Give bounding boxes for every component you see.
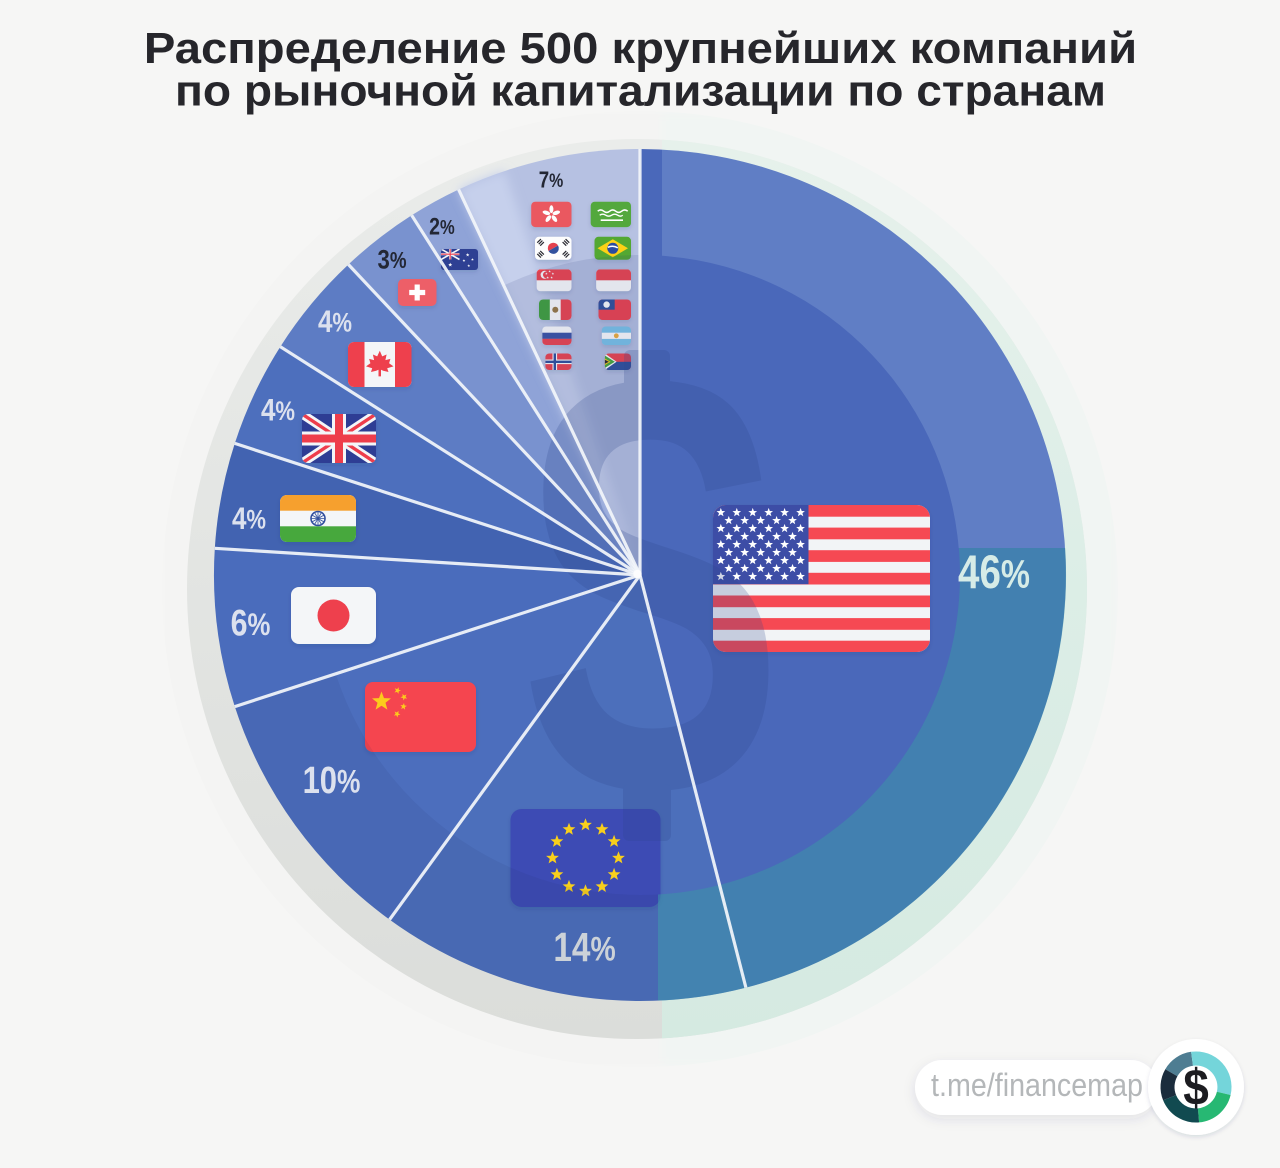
svg-text:Распределение 500 крупнейших к: Распределение 500 крупнейших компаний [144, 24, 1137, 73]
svg-text:4%: 4% [318, 305, 352, 340]
svg-text:4%: 4% [261, 393, 295, 428]
svg-text:3%: 3% [377, 246, 406, 276]
svg-text:6%: 6% [231, 603, 271, 645]
svg-text:по рыночной капитализации по с: по рыночной капитализации по странам [175, 65, 1106, 115]
svg-text:14%: 14% [553, 924, 615, 970]
svg-text:S: S [519, 262, 784, 910]
svg-text:2%: 2% [429, 213, 455, 240]
svg-text:46%: 46% [958, 546, 1030, 598]
svg-text:t.me/financemap: t.me/financemap [931, 1068, 1143, 1104]
svg-text:10%: 10% [303, 760, 361, 802]
svg-text:$: $ [1183, 1059, 1209, 1116]
svg-text:4%: 4% [232, 502, 266, 537]
svg-text:7%: 7% [539, 168, 564, 193]
